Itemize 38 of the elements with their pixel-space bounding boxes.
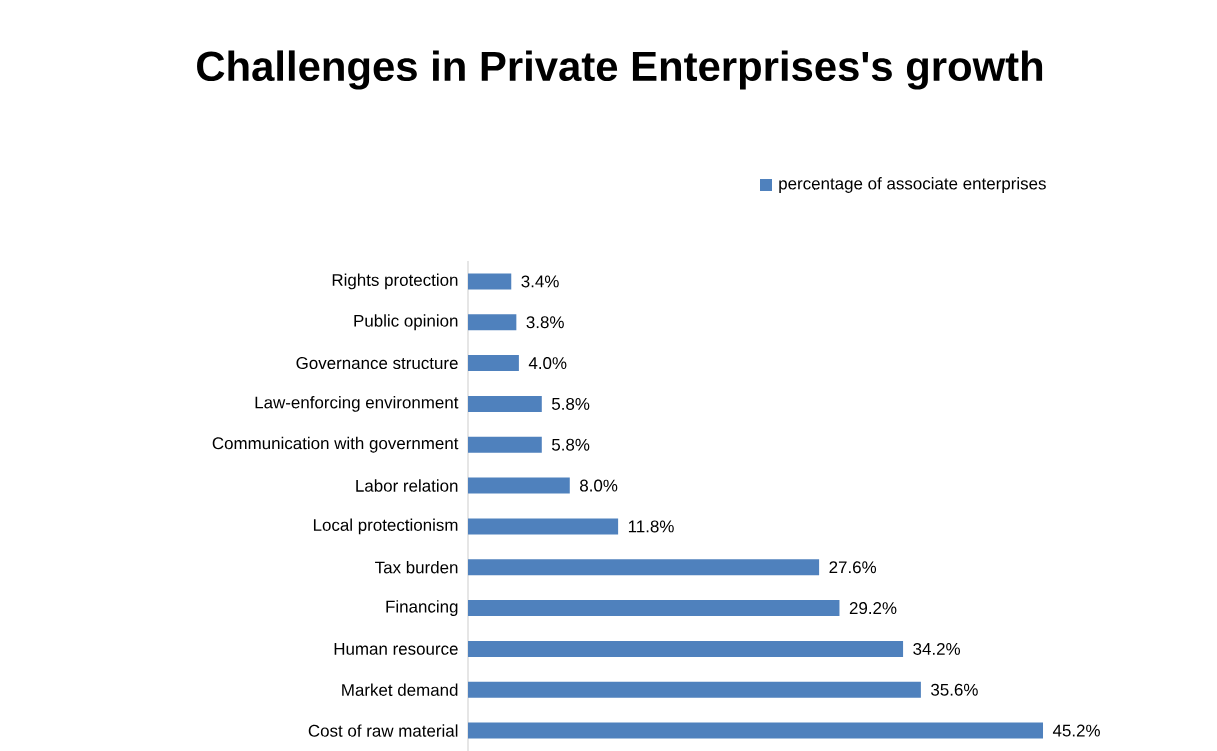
bar [468,559,820,576]
y-tick-label: Tax burden [375,561,458,574]
data-label: 34.2% [913,642,961,655]
y-tick-label: Communication with government [212,436,459,453]
legend-label: percentage of associate enterprises [779,177,1046,193]
y-tick-label: Governance structure [296,357,458,370]
bar [468,273,512,290]
data-label: 8.0% [580,479,618,492]
y-tick-label: Rights protection [332,273,458,290]
y-tick-label: Labor relation [356,479,458,492]
bar [468,600,840,617]
bar [468,477,570,494]
y-tick-label: Cost of raw material [308,724,458,737]
bar [468,355,519,372]
data-label: 5.8% [551,397,590,410]
y-tick-label: Local protectionism [313,518,458,535]
bar [468,395,542,412]
y-tick-label: Financing [386,600,458,616]
data-label: 11.8% [628,520,674,533]
data-label: 4.0% [528,357,567,370]
bar [468,722,1044,739]
bar [468,436,542,453]
bar [468,681,921,698]
bar [468,518,619,535]
y-tick-label: Human resource [334,642,458,655]
data-label: 3.8% [526,316,564,329]
y-tick-label: Market demand [342,683,458,696]
data-label: 27.6% [829,561,877,574]
bar [468,640,904,657]
data-label: 35.6% [931,683,978,696]
data-label: 45.2% [1052,724,1100,737]
data-label: 29.2% [849,602,897,615]
y-tick-label: Law-enforcing environment [255,396,459,412]
bar [468,314,517,331]
chart-title: Challenges in Private Enterprises's growth [197,50,1043,90]
y-tick-label: Public opinion [354,314,458,331]
data-label: 3.4% [521,275,559,288]
data-label: 5.8% [551,438,590,451]
